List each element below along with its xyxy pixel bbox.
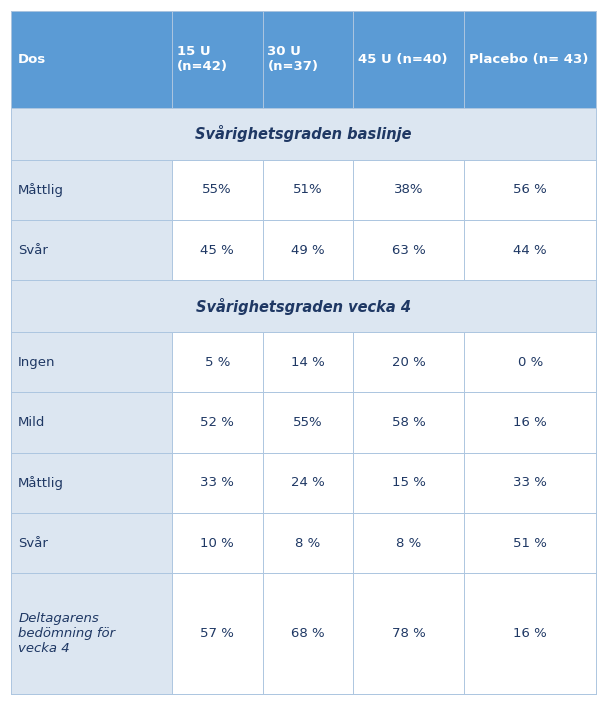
Bar xyxy=(464,220,596,280)
Bar xyxy=(353,393,464,453)
Bar xyxy=(172,453,263,513)
Bar xyxy=(353,332,464,393)
Bar xyxy=(11,108,596,160)
Bar xyxy=(172,513,263,573)
Text: 38%: 38% xyxy=(394,183,424,197)
Text: 14 %: 14 % xyxy=(291,356,325,369)
Text: 63 %: 63 % xyxy=(392,243,426,257)
Text: 51 %: 51 % xyxy=(514,537,547,549)
Bar xyxy=(172,573,263,694)
Bar xyxy=(263,573,353,694)
Text: Måttlig: Måttlig xyxy=(18,183,64,197)
Bar xyxy=(353,453,464,513)
Bar xyxy=(263,393,353,453)
Text: 0 %: 0 % xyxy=(518,356,543,369)
Bar xyxy=(263,332,353,393)
Text: Svårighetsgraden vecka 4: Svårighetsgraden vecka 4 xyxy=(196,298,411,314)
Text: 33 %: 33 % xyxy=(200,477,234,489)
Text: Svårighetsgraden baslinje: Svårighetsgraden baslinje xyxy=(195,125,412,142)
Text: 45 U (n=40): 45 U (n=40) xyxy=(358,53,447,66)
Bar xyxy=(11,220,596,280)
Bar xyxy=(11,332,596,393)
Bar xyxy=(11,160,596,220)
Text: 10 %: 10 % xyxy=(200,537,234,549)
Bar xyxy=(464,573,596,694)
Bar xyxy=(464,332,596,393)
Text: Svår: Svår xyxy=(18,243,48,257)
Bar xyxy=(172,160,263,220)
Text: Måttlig: Måttlig xyxy=(18,476,64,490)
Text: 56 %: 56 % xyxy=(514,183,547,197)
Text: Svår: Svår xyxy=(18,537,48,549)
Text: Deltagarens
bedömning för
vecka 4: Deltagarens bedömning för vecka 4 xyxy=(18,612,115,655)
Text: 15 %: 15 % xyxy=(392,477,426,489)
Bar xyxy=(172,220,263,280)
Bar xyxy=(464,453,596,513)
Bar xyxy=(464,513,596,573)
Text: 33 %: 33 % xyxy=(514,477,547,489)
Text: 55%: 55% xyxy=(293,416,323,429)
Text: 5 %: 5 % xyxy=(205,356,230,369)
Bar xyxy=(172,393,263,453)
Text: 24 %: 24 % xyxy=(291,477,325,489)
Bar xyxy=(11,573,596,694)
Text: 68 %: 68 % xyxy=(291,627,325,640)
Text: 58 %: 58 % xyxy=(392,416,426,429)
Bar xyxy=(464,393,596,453)
Text: 16 %: 16 % xyxy=(514,416,547,429)
Bar xyxy=(263,453,353,513)
Text: 78 %: 78 % xyxy=(392,627,426,640)
Text: Placebo (n= 43): Placebo (n= 43) xyxy=(469,53,589,66)
Text: Ingen: Ingen xyxy=(18,356,56,369)
Bar xyxy=(353,573,464,694)
Bar xyxy=(11,11,596,108)
Bar xyxy=(11,453,596,513)
Bar xyxy=(464,160,596,220)
Text: 52 %: 52 % xyxy=(200,416,234,429)
Bar xyxy=(172,332,263,393)
Bar xyxy=(353,160,464,220)
Bar xyxy=(263,220,353,280)
Text: 49 %: 49 % xyxy=(291,243,325,257)
Text: 51%: 51% xyxy=(293,183,323,197)
Bar xyxy=(11,393,596,453)
Text: 20 %: 20 % xyxy=(392,356,426,369)
Bar xyxy=(353,513,464,573)
Bar xyxy=(11,280,596,332)
Text: 44 %: 44 % xyxy=(514,243,547,257)
Text: 45 %: 45 % xyxy=(200,243,234,257)
Text: 55%: 55% xyxy=(202,183,232,197)
Text: 16 %: 16 % xyxy=(514,627,547,640)
Text: Dos: Dos xyxy=(18,53,47,66)
Text: 30 U
(n=37): 30 U (n=37) xyxy=(268,45,319,73)
Bar xyxy=(263,160,353,220)
Text: Mild: Mild xyxy=(18,416,46,429)
Bar xyxy=(353,220,464,280)
Text: 8 %: 8 % xyxy=(396,537,421,549)
Text: 15 U
(n=42): 15 U (n=42) xyxy=(177,45,228,73)
Bar xyxy=(11,513,596,573)
Text: 57 %: 57 % xyxy=(200,627,234,640)
Bar xyxy=(263,513,353,573)
Text: 8 %: 8 % xyxy=(295,537,320,549)
